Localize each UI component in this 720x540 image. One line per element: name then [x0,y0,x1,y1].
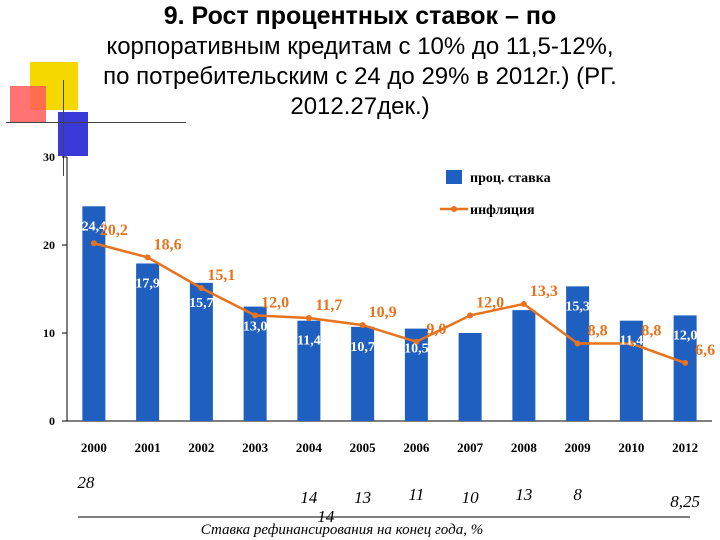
y-tick-label: 10 [43,326,55,340]
x-tick-label: 2007 [457,440,484,455]
x-tick-label: 2008 [511,440,538,455]
bar [351,326,375,421]
line-point [252,312,259,319]
deco-red-square [10,86,46,122]
refinancing-rate-label: 14 [300,488,318,507]
line-point [682,359,689,366]
line-point [305,315,312,322]
x-tick-label: 2000 [81,440,107,455]
bar-value-label: 17,9 [135,276,160,291]
x-tick-label: 2005 [350,440,377,455]
bar [673,315,697,421]
x-tick-label: 2003 [242,440,269,455]
legend-label-line: инфляция [470,203,535,218]
bar [458,333,482,421]
line-value-label: 13,3 [530,283,558,300]
refinancing-caption: Ставка рефинансирования на конец года, % [201,522,483,538]
line-series [90,240,689,366]
line-value-label: 15,1 [207,267,235,284]
line-value-label: 12,0 [261,294,289,311]
x-tick-label: 2006 [403,440,430,455]
deco-vertical-line [63,80,64,176]
refinancing-rate-label: 8,25 [670,492,700,511]
bar [512,310,536,421]
refinancing-rate-label: 28 [77,473,95,492]
line-value-label: 6,6 [695,342,715,359]
legend-swatch-marker [451,206,457,212]
x-tick-label: 2010 [618,440,644,455]
data-labels: 24,4 17,9 15,7 13,0 11,4 10,7 10,5 15,3 11,4 12,0… [82,219,716,359]
line-point [574,340,581,347]
x-tick-label: 2009 [565,440,592,455]
bar [136,263,160,421]
bar-value-label: 11,4 [297,334,321,349]
y-tick-label: 0 [49,414,55,428]
refinancing-rate-label: 10 [462,488,480,507]
line-point [90,240,97,247]
x-tick-label: 2012 [672,440,698,455]
slide-title: 9. Рост процентных ставок – по корпорати… [0,0,720,122]
bar-value-label: 13,0 [243,320,268,335]
line-point [413,338,420,345]
refinancing-rate-label: 8 [573,485,582,504]
legend-label-bar: проц. ставка [470,171,551,186]
y-tick-label: 30 [43,150,55,164]
legend-swatch-bar [446,170,462,184]
bar-value-label: 15,7 [189,296,214,311]
bar [297,320,321,421]
line-value-label: 10,9 [369,304,397,321]
inflation-line [93,242,686,365]
bar-value-label: 12,0 [673,328,698,343]
bar-value-label: 10,5 [404,342,429,357]
bar-value-label: 10,7 [350,340,375,355]
bar-value-label: 15,3 [565,299,590,314]
chart-axes: 0 10 20 30 2000 2001 2002 2003 2004 2005 2006 2007 2… [43,150,712,455]
chart-legend: проц. ставка инфляция [440,170,551,218]
x-tick-label: 2002 [188,440,214,455]
bar-value-label: 11,4 [620,334,644,349]
title-line-1: 9. Рост процентных ставок – по [163,2,557,30]
line-point [144,254,151,261]
deco-horizontal-line [6,122,186,123]
bar-series [82,206,697,421]
line-point [520,300,527,307]
line-point [359,322,366,329]
bar [82,206,106,421]
line-point [628,340,635,347]
y-tick-label: 20 [43,238,55,252]
x-tick-label: 2001 [135,440,161,455]
line-value-label: 11,7 [315,297,342,314]
bar [189,282,213,421]
refinancing-rate-label: 13 [354,488,371,507]
title-line-4: 2012.27дек.) [290,93,430,120]
x-tick-label: 2004 [296,440,323,455]
title-line-3: по потребительским с 24 до 29% в 2012г.)… [103,63,617,90]
line-value-label: 12,0 [476,294,504,311]
bar [566,286,590,421]
line-point [198,285,205,292]
line-value-label: 9,0 [426,321,446,338]
line-value-label: 8,8 [641,323,661,340]
bar-value-label: 24,4 [82,219,107,234]
bar [404,328,428,421]
refinancing-rate-label: 13 [515,485,532,504]
line-value-label: 18,6 [154,236,182,253]
line-value-label: 8,8 [588,323,608,340]
refinancing-rate-label: 11 [409,485,425,504]
bar [243,306,267,421]
line-value-label: 20,2 [100,222,128,239]
line-point [467,312,474,319]
title-line-2: корпоративным кредитам с 10% до 11,5-12%… [106,33,614,60]
